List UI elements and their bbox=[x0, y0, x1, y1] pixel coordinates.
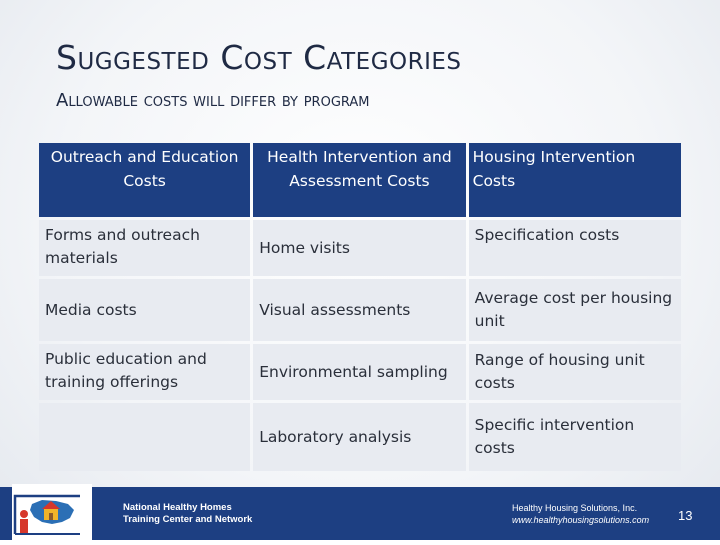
table-row: Laboratory analysis Specific interventio… bbox=[39, 403, 681, 471]
table-cell: Laboratory analysis bbox=[253, 403, 466, 471]
house-map-logo-icon bbox=[12, 484, 92, 540]
slide-subtitle: Allowable costs will differ by program bbox=[56, 90, 370, 111]
table-row: Media costs Visual assessments Average c… bbox=[39, 279, 681, 341]
credit-url: www.healthyhousingsolutions.com bbox=[512, 515, 650, 525]
table-header-row: Outreach and Education Costs Health Inte… bbox=[39, 143, 681, 217]
table-cell: Range of housing unit costs bbox=[468, 344, 681, 400]
header-health-intervention: Health Intervention and Assessment Costs bbox=[253, 143, 466, 217]
table-cell: Specific intervention costs bbox=[468, 403, 681, 471]
credit-text: Healthy Housing Solutions, Inc. www.heal… bbox=[512, 502, 649, 526]
table-row: Forms and outreach materials Home visits… bbox=[39, 220, 681, 276]
footer-bar bbox=[0, 487, 720, 540]
slide-title: Suggested Cost Categories bbox=[56, 38, 462, 77]
credit-company: Healthy Housing Solutions, Inc. bbox=[512, 503, 638, 513]
table-cell: Forms and outreach materials bbox=[39, 220, 251, 276]
table-row: Public education and training offerings … bbox=[39, 344, 681, 400]
table-cell: Environmental sampling bbox=[253, 344, 466, 400]
cost-categories-table: Outreach and Education Costs Health Inte… bbox=[36, 140, 684, 474]
organization-name: National Healthy Homes Training Center a… bbox=[123, 502, 252, 526]
page-number: 13 bbox=[678, 508, 693, 523]
table-cell: Media costs bbox=[39, 279, 251, 341]
header-housing-intervention: Housing Intervention Costs bbox=[468, 143, 681, 217]
table-cell-empty bbox=[39, 403, 251, 471]
logo-graphic bbox=[13, 494, 80, 535]
org-name-line1: National Healthy Homes bbox=[123, 502, 232, 513]
header-outreach-education: Outreach and Education Costs bbox=[39, 143, 251, 217]
table-cell: Public education and training offerings bbox=[39, 344, 251, 400]
table-cell: Specification costs bbox=[468, 220, 681, 276]
org-name-line2: Training Center and Network bbox=[123, 514, 253, 525]
table-cell: Home visits bbox=[253, 220, 466, 276]
table-cell: Visual assessments bbox=[253, 279, 466, 341]
table-cell: Average cost per housing unit bbox=[468, 279, 681, 341]
